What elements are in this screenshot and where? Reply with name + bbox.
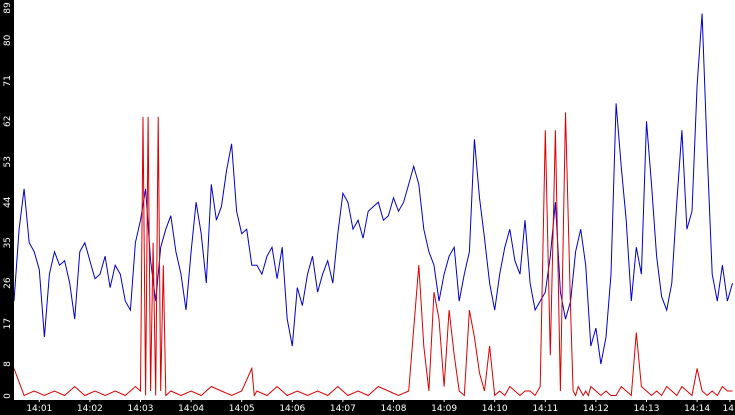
x-tick-label: 14:04 [178, 404, 204, 414]
x-tick-label: 14:07 [330, 404, 356, 414]
y-tick-label: 17 [3, 318, 13, 329]
series-1-line [13, 13, 733, 365]
y-tick-label: 35 [3, 237, 13, 248]
x-axis-ticks: 14:01 14:02 14:03 14:04 14:05 14:06 14:07 14:08… [26, 400, 734, 414]
y-tick-label: 26 [3, 277, 13, 289]
y-axis-bar [0, 0, 14, 400]
y-tick-label: 89 [3, 2, 13, 14]
x-tick-label: 14:01 [26, 404, 52, 414]
x-axis-bar [0, 400, 735, 415]
x-tick-label: 14:05 [229, 404, 255, 414]
y-tick-label: 80 [3, 34, 13, 46]
x-tick-label: 14:11 [532, 404, 558, 414]
series-2-line [13, 112, 733, 398]
x-tick-label: 14:09 [431, 404, 457, 414]
x-tick-label: 14:02 [77, 404, 103, 414]
x-tick-label: 14:14 [684, 404, 710, 414]
y-tick-label: 44 [3, 196, 13, 208]
y-tick-label: 62 [3, 116, 13, 127]
x-tick-label: 14:13 [634, 404, 660, 414]
x-tick-label: 14:03 [128, 404, 154, 414]
y-tick-label: 53 [3, 156, 13, 167]
y-tick-label: 71 [3, 75, 13, 86]
x-tick-label: 14:08 [381, 404, 407, 414]
x-tick-label: 14 [723, 404, 735, 414]
series-layer [13, 13, 733, 398]
x-tick-label: 14:10 [482, 404, 508, 414]
y-tick-label: 8 [3, 361, 13, 367]
x-tick-label: 14:06 [279, 404, 305, 414]
y-axis-ticks: 0 8 17 26 35 44 53 62 71 80 89 [3, 2, 13, 399]
y-tick-label: 0 [3, 393, 13, 399]
x-tick-label: 14:12 [583, 404, 609, 414]
